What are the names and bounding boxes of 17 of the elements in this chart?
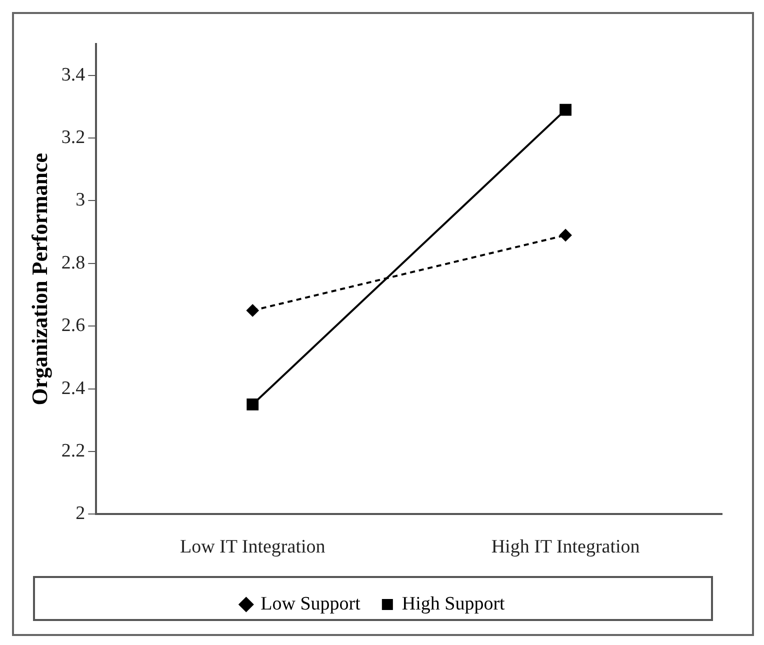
point bbox=[246, 398, 259, 410]
x-tick-label: Low IT Integration bbox=[180, 536, 326, 558]
legend-label: High Support bbox=[402, 593, 506, 614]
y-axis-title: Organization Performance bbox=[26, 152, 52, 406]
legend-label: Low Support bbox=[260, 593, 362, 614]
point bbox=[560, 104, 572, 116]
y-tick-label: 2 bbox=[76, 503, 86, 524]
x-tick-label: High IT Integration bbox=[491, 536, 640, 558]
point bbox=[246, 304, 259, 316]
y-tick-label: 3 bbox=[76, 190, 86, 211]
y-tick-label: 2.4 bbox=[61, 378, 86, 399]
y-tick-label: 2.8 bbox=[61, 252, 86, 274]
y-tick-label: 3.4 bbox=[61, 64, 86, 86]
y-tick-label: 2.2 bbox=[61, 440, 86, 462]
point bbox=[560, 229, 572, 242]
y-tick-label: 2.6 bbox=[61, 315, 86, 336]
y-tick-label: 3.2 bbox=[61, 127, 86, 148]
